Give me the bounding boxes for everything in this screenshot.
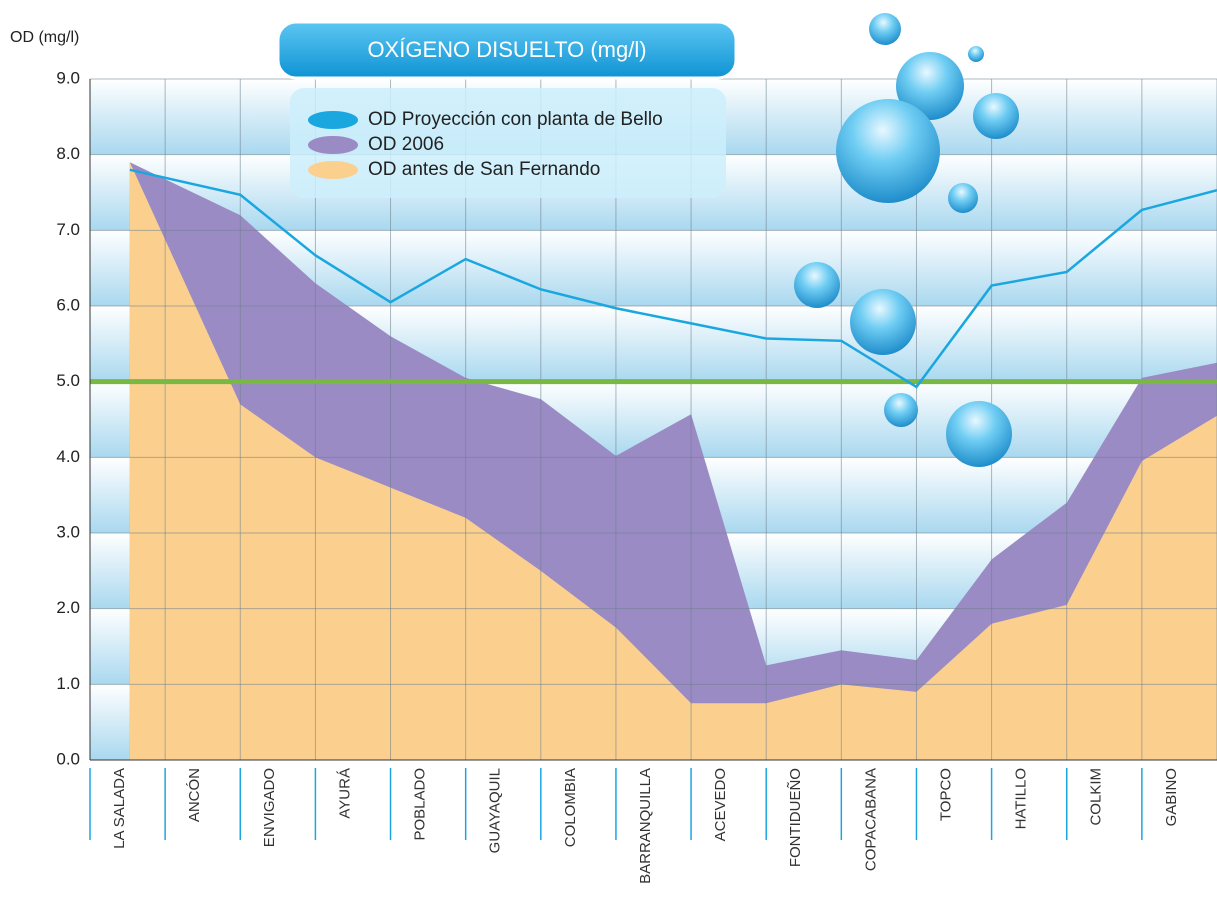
x-tick-label: POBLADO [412, 768, 429, 841]
x-tick-label: TOPCO [937, 768, 954, 821]
x-tick-label: ACEVEDO [712, 768, 729, 841]
y-tick-label: 1.0 [56, 674, 80, 693]
x-tick-label: COLKIM [1088, 768, 1105, 826]
x-tick-label: GUAYAQUIL [487, 768, 504, 853]
chart-title: OXÍGENO DISUELTO (mg/l) [367, 37, 646, 62]
x-tick-label: HATILLO [1013, 768, 1030, 829]
y-tick-label: 6.0 [56, 295, 80, 314]
legend-swatch [308, 161, 358, 179]
x-tick-label: GABINO [1163, 768, 1180, 826]
bubble [948, 183, 978, 213]
y-tick-label: 4.0 [56, 447, 80, 466]
bubble [836, 99, 940, 203]
legend-label: OD antes de San Fernando [368, 159, 600, 180]
y-tick-label: 3.0 [56, 522, 80, 541]
y-axis-label: OD (mg/l) [10, 29, 79, 46]
x-tick-label: ANCÓN [186, 768, 203, 822]
y-tick-label: 0.0 [56, 749, 80, 768]
legend-swatch [308, 136, 358, 154]
legend-label: OD 2006 [368, 134, 444, 155]
bubble [794, 262, 840, 308]
x-tick-label: FONTIDUEÑO [787, 768, 804, 867]
y-tick-label: 8.0 [56, 144, 80, 163]
y-tick-label: 7.0 [56, 220, 80, 239]
legend-label: OD Proyección con planta de Bello [368, 109, 663, 130]
chart: OXÍGENO DISUELTO (mg/l) OD (mg/l) OD Pro… [0, 0, 1217, 914]
x-tick-label: AYURÁ [336, 768, 353, 819]
y-tick-label: 2.0 [56, 598, 80, 617]
y-tick-label: 9.0 [56, 68, 80, 87]
x-tick-label: BARRANQUILLA [637, 768, 654, 884]
bubble [884, 393, 918, 427]
bubble [946, 401, 1012, 467]
bubble [968, 46, 984, 62]
y-tick-label: 5.0 [56, 371, 80, 390]
legend-swatch [308, 111, 358, 129]
bubble [869, 13, 901, 45]
x-tick-label: COLOMBIA [562, 768, 579, 847]
x-tick-label: LA SALADA [111, 768, 128, 849]
x-tick-label: COPACABANA [862, 768, 879, 871]
x-tick-label: ENVIGADO [261, 768, 278, 847]
bubble [850, 289, 916, 355]
bubble [973, 93, 1019, 139]
